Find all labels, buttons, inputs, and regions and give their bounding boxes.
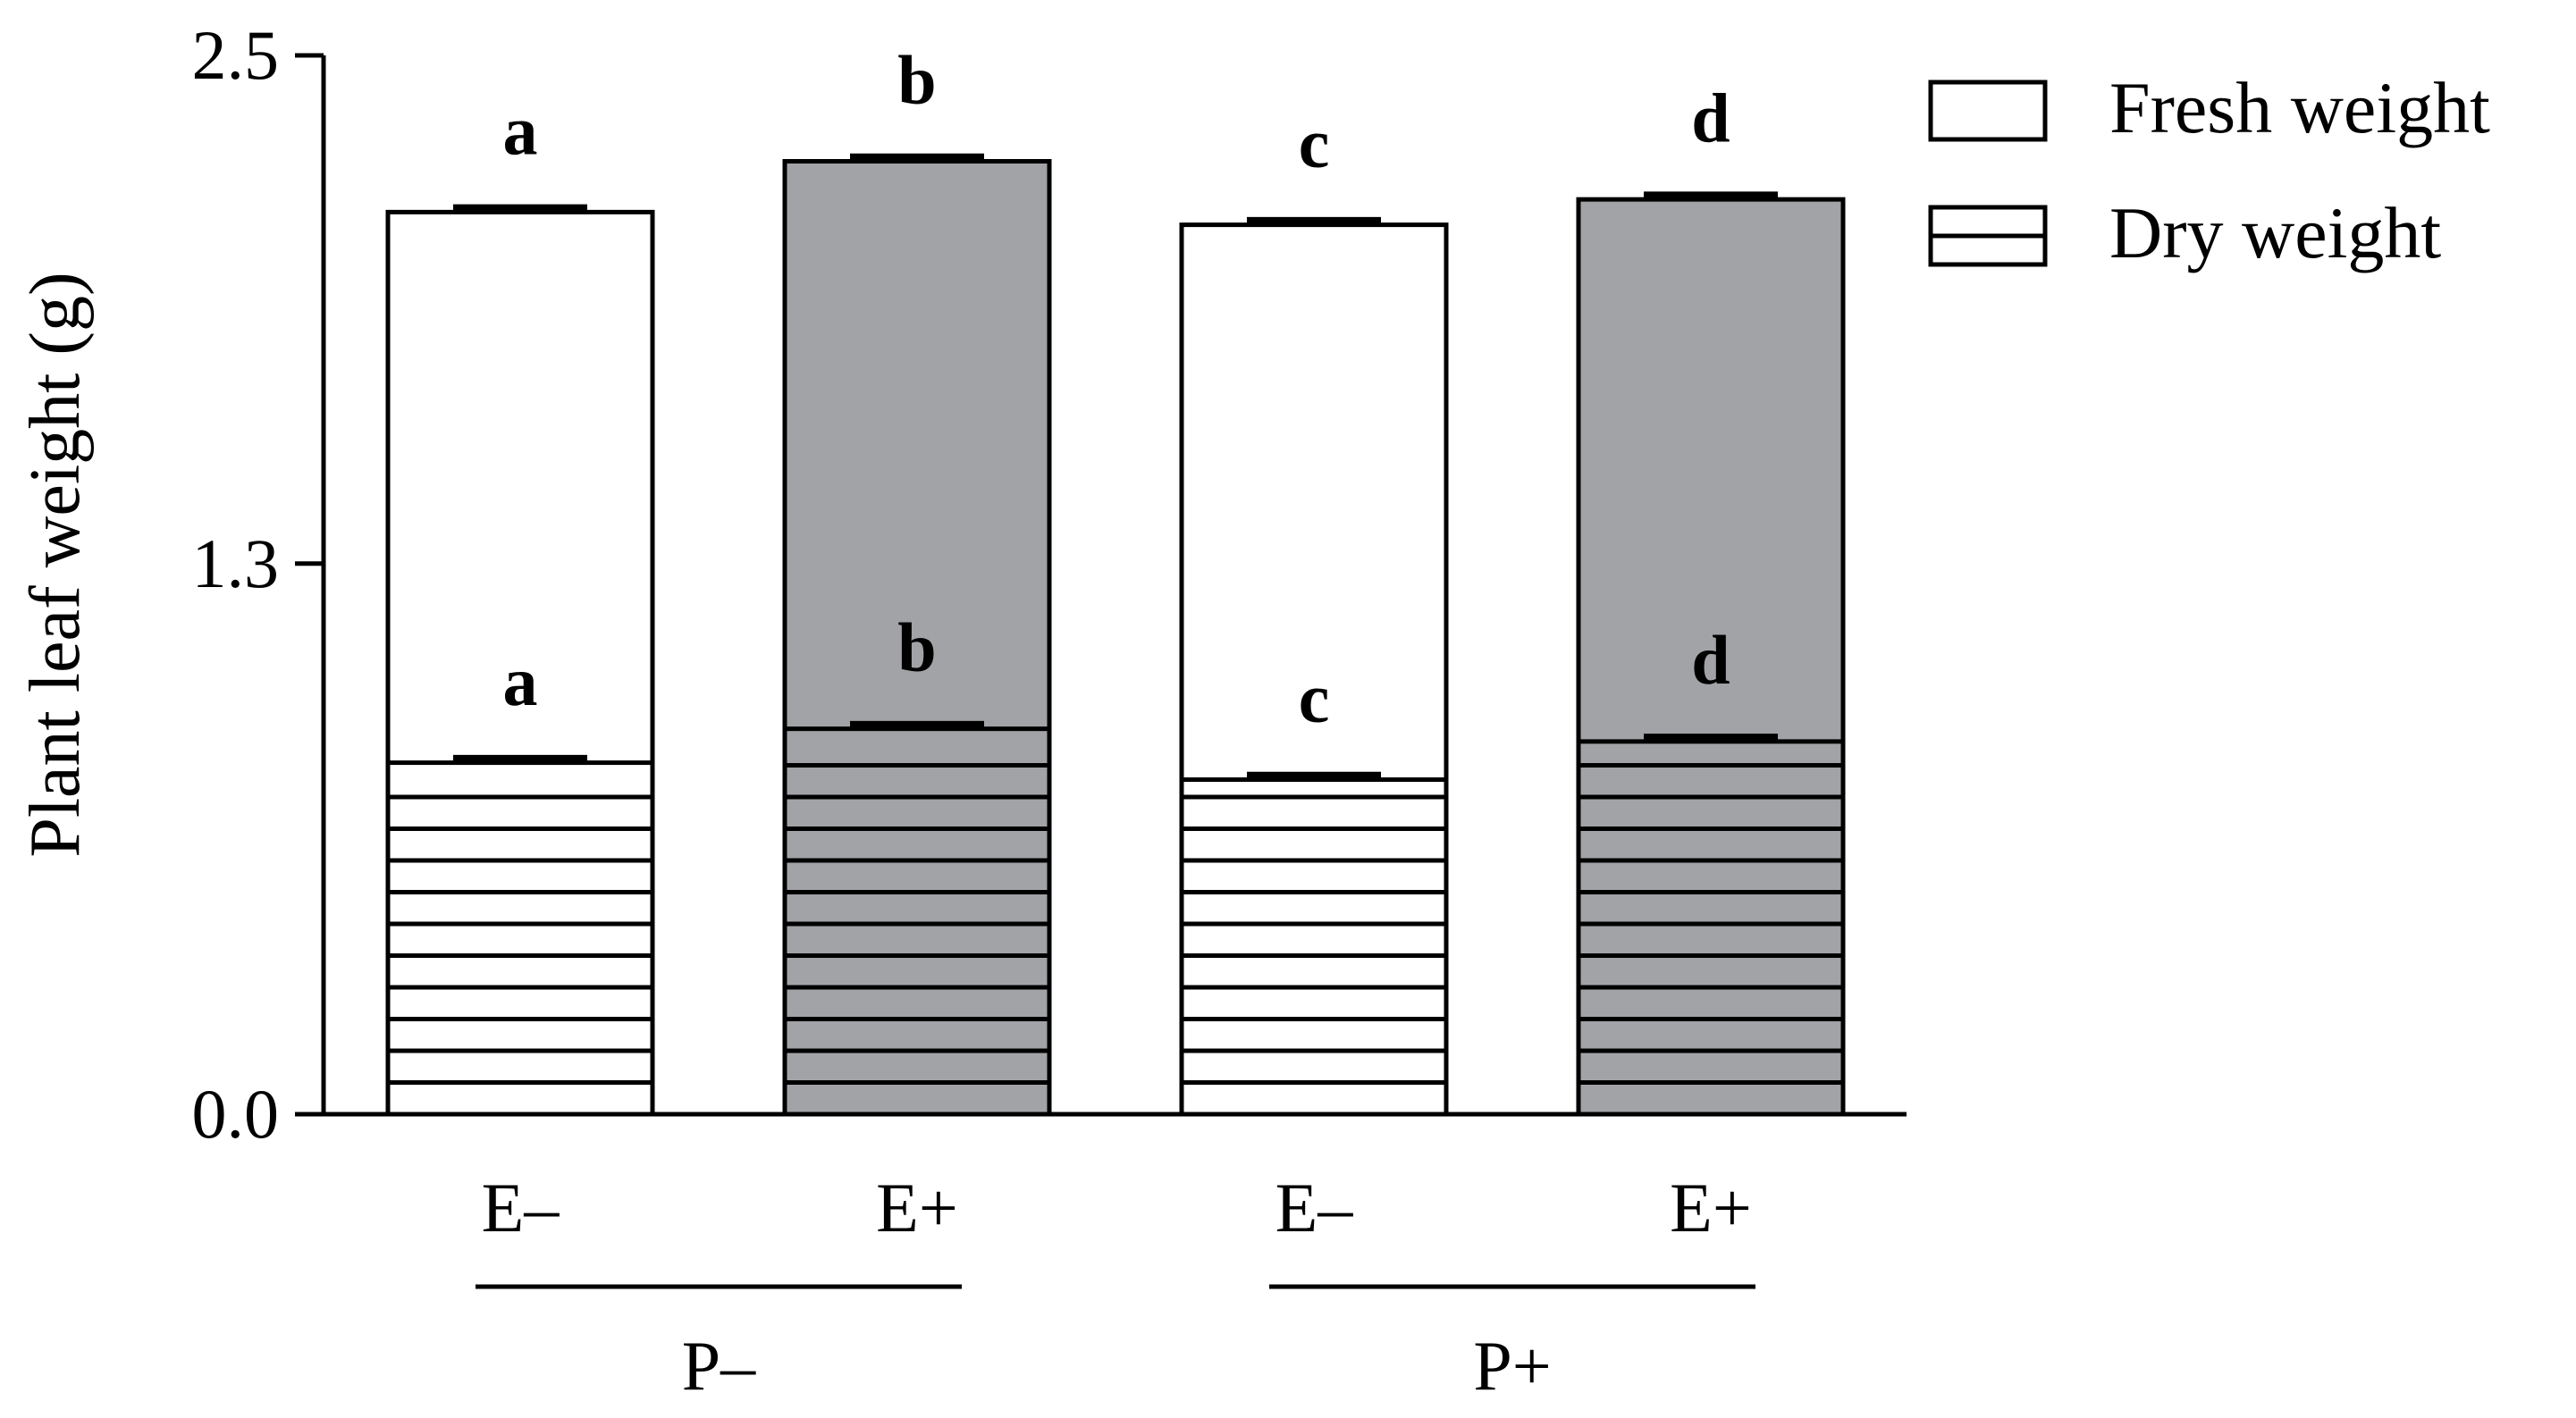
group-labels-layer: P– P+ [476, 1284, 1755, 1405]
fresh-significance-letter: a [503, 92, 538, 170]
category-labels-layer: E– E+ E– E+ [482, 1169, 1752, 1246]
dry-significance-letter: a [503, 642, 538, 720]
x-group-label: P– [682, 1327, 756, 1405]
dry-weight-bar-fill [1182, 779, 1446, 1114]
fresh-significance-letter: d [1691, 79, 1730, 156]
legend-label: Dry weight [2109, 192, 2441, 273]
x-group-label: P+ [1473, 1327, 1551, 1405]
bars-layer: a a b b c c d d [385, 41, 1846, 1117]
legend-swatch [1928, 205, 2048, 267]
y-ticks-layer: 0.0 1.3 2.5 [192, 16, 324, 1153]
y-tick-label: 2.5 [192, 16, 280, 94]
dry-significance-letter: b [897, 608, 936, 686]
dry-significance-letter: d [1691, 621, 1730, 699]
legend-swatch [1928, 80, 2048, 142]
y-tick-label: 0.0 [192, 1075, 280, 1153]
fresh-significance-letter: c [1299, 105, 1330, 182]
dry-significance-letter: c [1299, 659, 1330, 737]
y-axis-title: Plant leaf weight (g) [16, 272, 95, 857]
legend: Fresh weight Dry weight [1928, 67, 2490, 273]
dry-weight-bar-fill [785, 728, 1049, 1114]
legend-label: Fresh weight [2109, 67, 2490, 148]
fresh-significance-letter: b [897, 41, 936, 119]
x-category-label: E+ [1670, 1169, 1752, 1246]
y-tick-label: 1.3 [192, 524, 280, 602]
x-category-label: E– [1275, 1169, 1354, 1246]
dry-weight-bar-fill [388, 762, 652, 1114]
axes-layer [321, 55, 1907, 1117]
x-category-label: E– [482, 1169, 560, 1246]
x-category-label: E+ [876, 1169, 958, 1246]
